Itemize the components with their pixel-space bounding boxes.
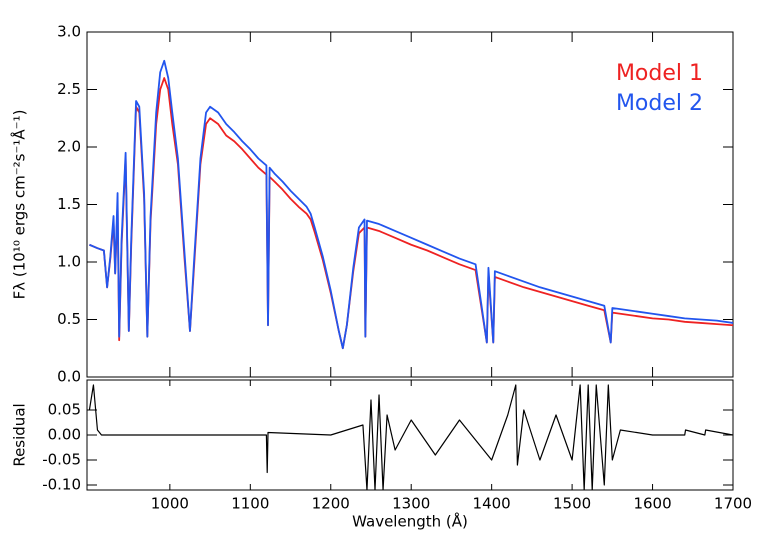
x-tick-label: 1000 (151, 495, 189, 513)
y-tick-label: 3.0 (57, 23, 81, 41)
y-tick-label: 2.0 (57, 138, 81, 156)
y-tick-label: 1.5 (57, 195, 81, 213)
y-tick-label: 0.05 (48, 401, 81, 419)
y-axis-label: Residual (11, 403, 29, 466)
y-axis-label: Fλ (10¹⁰ ergs cm⁻²s⁻¹Å⁻¹) (10, 110, 29, 300)
x-tick-label: 1400 (473, 495, 511, 513)
x-tick-label: 1100 (231, 495, 269, 513)
y-tick-label: -0.05 (42, 451, 81, 469)
y-tick-label: 0.00 (48, 426, 81, 444)
y-tick-label: 1.0 (57, 253, 81, 271)
x-tick-label: 1600 (633, 495, 671, 513)
x-tick-label: 1200 (312, 495, 350, 513)
legend-entry: Model 1 (616, 61, 703, 86)
y-tick-label: 0.0 (57, 368, 81, 386)
x-tick-label: 1700 (714, 495, 752, 513)
plot-area (88, 384, 733, 490)
legend-entry: Model 2 (616, 91, 703, 116)
x-axis-label: Wavelength (Å) (352, 512, 468, 531)
y-tick-label: 2.5 (57, 80, 81, 98)
y-tick-label: -0.10 (42, 476, 81, 494)
data-line (89, 77, 733, 350)
x-tick-label: 1500 (553, 495, 591, 513)
data-line (88, 384, 733, 490)
y-tick-label: 0.5 (57, 310, 81, 328)
data-line (89, 59, 733, 350)
plot-area (89, 59, 733, 350)
x-tick-label: 1300 (392, 495, 430, 513)
